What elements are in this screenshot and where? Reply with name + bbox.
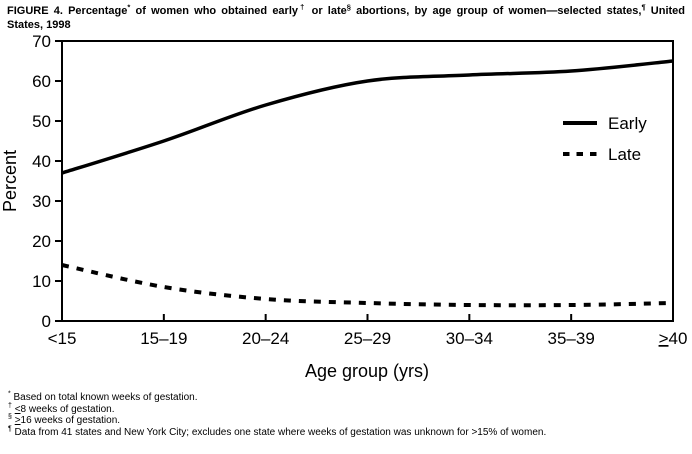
title-footnote-marker: ¶ [641, 2, 646, 12]
legend-late-label: Late [608, 145, 641, 164]
footnote-marker: † [8, 402, 12, 410]
y-tick-label: 60 [32, 72, 51, 91]
plot-border [61, 40, 674, 322]
x-axis-title: Age group (yrs) [305, 361, 429, 381]
series-late-line [61, 263, 674, 308]
footnote-marker: § [8, 413, 12, 421]
figure-footnotes: * Based on total known weeks of gestatio… [8, 390, 688, 438]
x-tick-label: 20–24 [242, 329, 289, 348]
legend-early-label: Early [608, 114, 647, 133]
y-tick-label: 0 [42, 312, 51, 331]
abortion-age-line-chart: Percent Age group (yrs) Early Late 0 10 20… [0, 32, 688, 381]
figure-title-line: States, 1998 [7, 18, 71, 31]
x-tick-label: 25–29 [344, 329, 391, 348]
y-axis-title: Percent [0, 150, 20, 212]
y-tick-label: 20 [32, 232, 51, 251]
x-tick-label: 30–34 [446, 329, 493, 348]
y-tick-label: 70 [32, 32, 51, 51]
y-tick-label: 50 [32, 112, 51, 131]
figure-title: FIGURE 4. Percentage* of women who obtai… [7, 2, 686, 32]
footnote-marker: * [8, 390, 11, 398]
title-footnote-marker: * [127, 2, 131, 12]
y-tick-label: 40 [32, 152, 51, 171]
y-tick-label: 30 [32, 192, 51, 211]
y-tick-label: 10 [32, 272, 51, 291]
footnote: § >16 weeks of gestation. [8, 413, 121, 426]
figure-title-line: FIGURE 4. Percentage* of women who obtai… [7, 2, 686, 17]
footnote: ¶ Data from 41 states and New York City;… [8, 425, 547, 438]
x-tick-label: 35–39 [548, 329, 595, 348]
x-tick-label: >40 [659, 329, 688, 348]
x-tick-label: <15 [48, 329, 77, 348]
title-footnote-marker: † [298, 2, 307, 12]
footnote: * Based on total known weeks of gestatio… [8, 390, 198, 403]
inequality-glyph: < [14, 403, 21, 415]
inequality-glyph: > [14, 415, 21, 426]
title-footnote-marker: § [346, 2, 351, 12]
series-early-line [61, 59, 674, 175]
footnote-marker: ¶ [8, 425, 12, 433]
footnote: † <8 weeks of gestation. [8, 402, 115, 415]
x-tick-label: 15–19 [140, 329, 187, 348]
